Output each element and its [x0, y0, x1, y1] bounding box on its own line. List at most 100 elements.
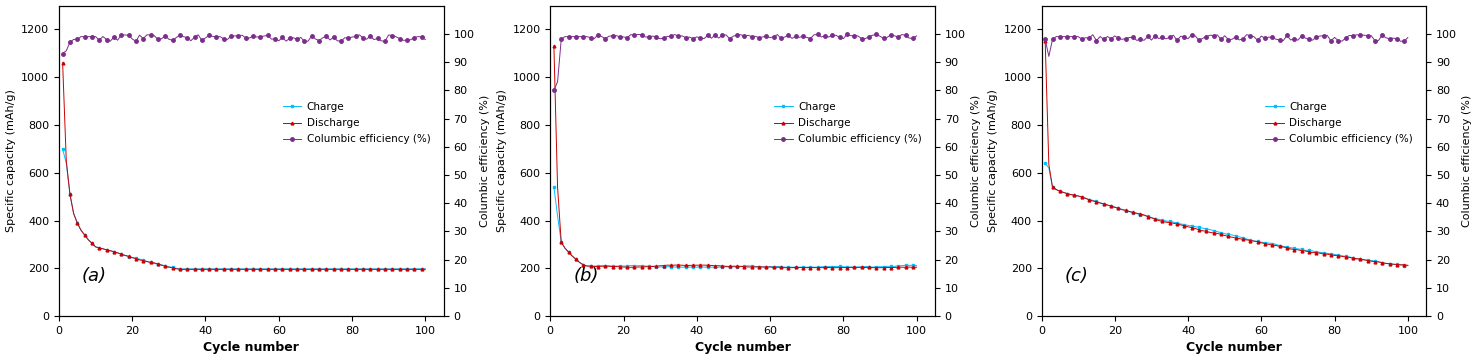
- Discharge: [1036, 39, 1054, 44]
- Charge: [1380, 262, 1398, 266]
- Columbic efficiency (%): [630, 32, 647, 37]
- Charge: [402, 267, 420, 271]
- Charge: [1252, 240, 1270, 244]
- X-axis label: Cycle number: Cycle number: [1185, 341, 1281, 355]
- Columbic efficiency (%): [907, 34, 925, 38]
- Columbic efficiency (%): [1388, 36, 1406, 41]
- Charge: [882, 264, 900, 269]
- Charge: [273, 267, 291, 271]
- Text: (a): (a): [83, 267, 106, 285]
- Charge: [736, 264, 754, 268]
- Columbic efficiency (%): [1125, 35, 1142, 40]
- Charge: [417, 267, 435, 271]
- Charge: [1106, 205, 1123, 209]
- Discharge: [907, 265, 925, 269]
- Text: (b): (b): [573, 267, 599, 285]
- Line: Columbic efficiency (%): Columbic efficiency (%): [553, 33, 918, 92]
- Columbic efficiency (%): [402, 37, 420, 42]
- Columbic efficiency (%): [882, 32, 900, 37]
- Y-axis label: Specific capacity (mAh/g): Specific capacity (mAh/g): [497, 89, 507, 232]
- Discharge: [53, 61, 71, 65]
- Discharge: [761, 265, 779, 269]
- Discharge: [615, 265, 633, 269]
- Charge: [545, 185, 563, 189]
- Discharge: [417, 267, 435, 271]
- Y-axis label: Columbic efficiency (%): Columbic efficiency (%): [971, 95, 981, 227]
- Discharge: [390, 267, 408, 271]
- Columbic efficiency (%): [1237, 32, 1255, 37]
- Columbic efficiency (%): [189, 32, 207, 37]
- Discharge: [630, 265, 647, 269]
- Charge: [390, 267, 408, 271]
- Columbic efficiency (%): [53, 51, 71, 56]
- Y-axis label: Columbic efficiency (%): Columbic efficiency (%): [480, 95, 489, 227]
- Columbic efficiency (%): [1259, 35, 1277, 39]
- Columbic efficiency (%): [615, 35, 633, 39]
- Columbic efficiency (%): [273, 35, 291, 40]
- Discharge: [1224, 235, 1242, 239]
- Legend: Charge, Discharge, Columbic efficiency (%): Charge, Discharge, Columbic efficiency (…: [770, 98, 925, 149]
- Discharge: [1380, 262, 1398, 266]
- Charge: [244, 267, 262, 271]
- Charge: [171, 267, 189, 271]
- Charge: [907, 264, 925, 268]
- Discharge: [1106, 205, 1123, 210]
- Columbic efficiency (%): [1110, 36, 1128, 41]
- Columbic efficiency (%): [390, 36, 408, 41]
- Charge: [630, 264, 647, 268]
- Discharge: [1400, 263, 1417, 267]
- Columbic efficiency (%): [732, 32, 749, 37]
- Discharge: [402, 267, 420, 271]
- Columbic efficiency (%): [1400, 35, 1417, 40]
- Line: Discharge: Discharge: [553, 45, 918, 269]
- Discharge: [273, 267, 291, 271]
- Line: Charge: Charge: [1043, 162, 1409, 267]
- Discharge: [776, 266, 794, 270]
- X-axis label: Cycle number: Cycle number: [204, 341, 299, 355]
- Charge: [123, 256, 140, 260]
- Discharge: [545, 44, 563, 48]
- Line: Columbic efficiency (%): Columbic efficiency (%): [1043, 33, 1410, 58]
- Discharge: [882, 266, 900, 270]
- Columbic efficiency (%): [893, 32, 910, 37]
- Discharge: [171, 267, 189, 271]
- Charge: [1400, 264, 1417, 268]
- Columbic efficiency (%): [417, 37, 435, 42]
- Line: Charge: Charge: [61, 148, 427, 270]
- Text: (c): (c): [1064, 267, 1088, 285]
- Charge: [893, 264, 910, 268]
- Discharge: [123, 256, 140, 260]
- Discharge: [1370, 260, 1388, 264]
- Y-axis label: Specific capacity (mAh/g): Specific capacity (mAh/g): [989, 89, 998, 232]
- Columbic efficiency (%): [137, 33, 155, 37]
- Discharge: [732, 264, 749, 269]
- Columbic efficiency (%): [1227, 35, 1244, 39]
- Charge: [1036, 161, 1054, 165]
- Line: Discharge: Discharge: [61, 62, 427, 271]
- Legend: Charge, Discharge, Columbic efficiency (%): Charge, Discharge, Columbic efficiency (…: [1261, 98, 1417, 149]
- Columbic efficiency (%): [838, 32, 856, 36]
- Charge: [764, 264, 782, 269]
- Charge: [615, 264, 633, 268]
- Columbic efficiency (%): [1036, 37, 1054, 42]
- Columbic efficiency (%): [244, 34, 262, 38]
- Legend: Charge, Discharge, Columbic efficiency (%): Charge, Discharge, Columbic efficiency (…: [278, 98, 435, 149]
- Charge: [137, 259, 155, 264]
- Y-axis label: Specific capacity (mAh/g): Specific capacity (mAh/g): [6, 89, 16, 232]
- Discharge: [1120, 209, 1138, 213]
- Columbic efficiency (%): [123, 37, 140, 41]
- Charge: [1224, 233, 1242, 237]
- Discharge: [244, 267, 262, 271]
- Discharge: [893, 265, 910, 269]
- Columbic efficiency (%): [545, 88, 563, 93]
- Discharge: [1252, 240, 1270, 245]
- Line: Charge: Charge: [553, 186, 918, 269]
- Columbic efficiency (%): [1377, 36, 1395, 40]
- Columbic efficiency (%): [761, 35, 779, 40]
- X-axis label: Cycle number: Cycle number: [695, 341, 791, 355]
- Charge: [670, 265, 687, 269]
- Line: Discharge: Discharge: [1043, 40, 1409, 267]
- Y-axis label: Columbic efficiency (%): Columbic efficiency (%): [1462, 95, 1472, 227]
- Charge: [53, 147, 71, 151]
- Charge: [1370, 260, 1388, 264]
